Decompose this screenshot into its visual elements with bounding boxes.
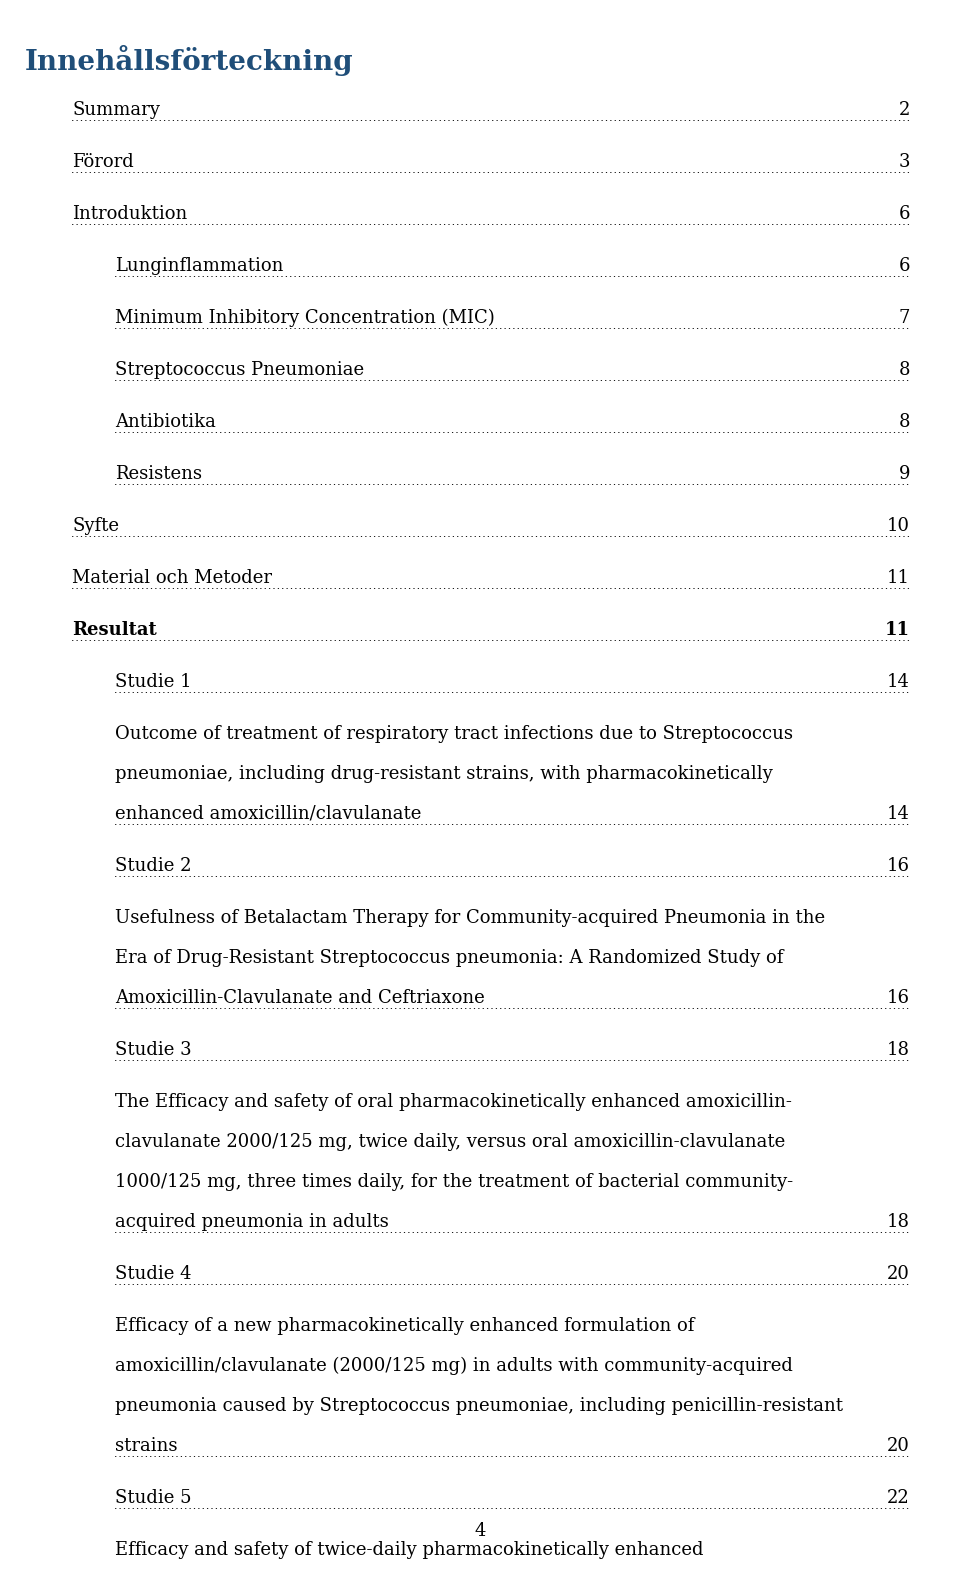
Text: enhanced amoxicillin/clavulanate: enhanced amoxicillin/clavulanate — [115, 804, 421, 823]
Text: Studie 4: Studie 4 — [115, 1265, 191, 1284]
Text: 16: 16 — [887, 990, 910, 1007]
Text: 7: 7 — [899, 309, 910, 327]
Text: Amoxicillin-Clavulanate and Ceftriaxone: Amoxicillin-Clavulanate and Ceftriaxone — [115, 990, 485, 1007]
Text: Studie 2: Studie 2 — [115, 858, 191, 875]
Text: Studie 3: Studie 3 — [115, 1042, 192, 1059]
Text: 11: 11 — [885, 621, 910, 639]
Text: pneumonia caused by Streptococcus pneumoniae, including penicillin-resistant: pneumonia caused by Streptococcus pneumo… — [115, 1397, 843, 1415]
Text: 18: 18 — [887, 1213, 910, 1232]
Text: 14: 14 — [887, 804, 910, 823]
Text: Efficacy of a new pharmacokinetically enhanced formulation of: Efficacy of a new pharmacokinetically en… — [115, 1316, 694, 1335]
Text: Usefulness of Betalactam Therapy for Community-acquired Pneumonia in the: Usefulness of Betalactam Therapy for Com… — [115, 910, 826, 927]
Text: 3: 3 — [899, 152, 910, 171]
Text: Summary: Summary — [72, 101, 160, 119]
Text: Era of Drug-Resistant Streptococcus pneumonia: A Randomized Study of: Era of Drug-Resistant Streptococcus pneu… — [115, 949, 783, 968]
Text: 11: 11 — [887, 569, 910, 588]
Text: Efficacy and safety of twice-daily pharmacokinetically enhanced: Efficacy and safety of twice-daily pharm… — [115, 1541, 704, 1558]
Text: Förord: Förord — [72, 152, 133, 171]
Text: Resistens: Resistens — [115, 465, 202, 482]
Text: Introduktion: Introduktion — [72, 204, 187, 223]
Text: 9: 9 — [899, 465, 910, 482]
Text: 4: 4 — [474, 1522, 486, 1540]
Text: Syfte: Syfte — [72, 517, 119, 536]
Text: 6: 6 — [899, 258, 910, 275]
Text: pneumoniae, including drug-resistant strains, with pharmacokinetically: pneumoniae, including drug-resistant str… — [115, 765, 773, 782]
Text: strains: strains — [115, 1437, 178, 1455]
Text: 8: 8 — [899, 413, 910, 430]
Text: 14: 14 — [887, 672, 910, 691]
Text: 2: 2 — [899, 101, 910, 119]
Text: 18: 18 — [887, 1042, 910, 1059]
Text: Lunginflammation: Lunginflammation — [115, 258, 283, 275]
Text: Studie 5: Studie 5 — [115, 1489, 191, 1507]
Text: Streptococcus Pneumoniae: Streptococcus Pneumoniae — [115, 361, 364, 379]
Text: Innehållsförteckning: Innehållsförteckning — [25, 46, 353, 75]
Text: 1000/125 mg, three times daily, for the treatment of bacterial community-: 1000/125 mg, three times daily, for the … — [115, 1174, 793, 1191]
Text: 22: 22 — [887, 1489, 910, 1507]
Text: 8: 8 — [899, 361, 910, 379]
Text: acquired pneumonia in adults: acquired pneumonia in adults — [115, 1213, 389, 1232]
Text: Outcome of treatment of respiratory tract infections due to Streptococcus: Outcome of treatment of respiratory trac… — [115, 724, 793, 743]
Text: 20: 20 — [887, 1265, 910, 1284]
Text: clavulanate 2000/125 mg, twice daily, versus oral amoxicillin-clavulanate: clavulanate 2000/125 mg, twice daily, ve… — [115, 1133, 785, 1152]
Text: Material och Metoder: Material och Metoder — [72, 569, 272, 588]
Text: Minimum Inhibitory Concentration (MIC): Minimum Inhibitory Concentration (MIC) — [115, 309, 494, 327]
Text: 16: 16 — [887, 858, 910, 875]
Text: Antibiotika: Antibiotika — [115, 413, 216, 430]
Text: 6: 6 — [899, 204, 910, 223]
Text: 20: 20 — [887, 1437, 910, 1455]
Text: Studie 1: Studie 1 — [115, 672, 192, 691]
Text: The Efficacy and safety of oral pharmacokinetically enhanced amoxicillin-: The Efficacy and safety of oral pharmaco… — [115, 1093, 792, 1111]
Text: 10: 10 — [887, 517, 910, 536]
Text: amoxicillin/clavulanate (2000/125 mg) in adults with community-acquired: amoxicillin/clavulanate (2000/125 mg) in… — [115, 1357, 793, 1375]
Text: Resultat: Resultat — [72, 621, 156, 639]
